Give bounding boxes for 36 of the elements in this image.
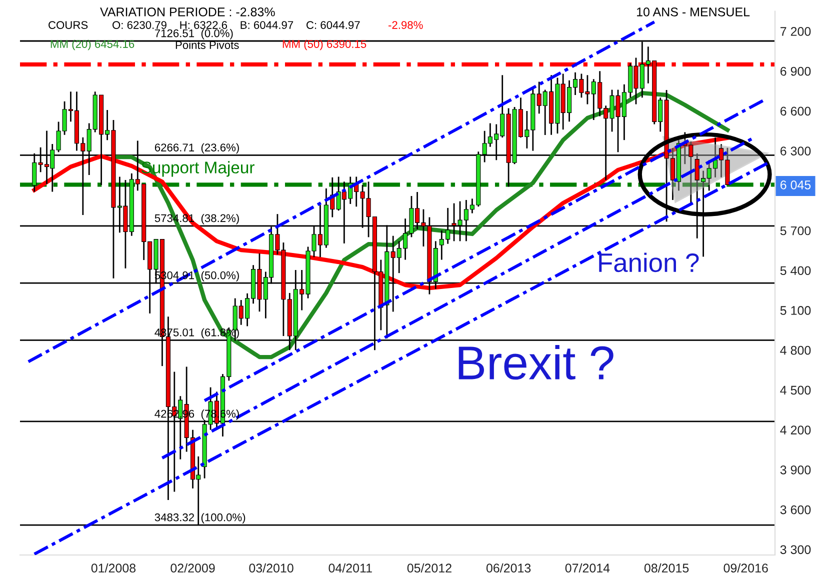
annotation: Fanion ? <box>599 252 699 272</box>
ref-line-label: 6266.71 (23.6%) <box>154 143 239 154</box>
x-tick-label: 09/2016 <box>724 563 768 573</box>
annotation: Points Pivots <box>176 40 239 49</box>
annotation: COURS <box>48 21 88 29</box>
x-tick-label: 03/2010 <box>249 563 294 573</box>
annotation: -2.98% <box>388 21 423 29</box>
y-tick-label: 3 900 <box>780 466 811 474</box>
chart-subtitle: 10 ANS - MENSUEL <box>637 8 750 16</box>
y-tick-label: 4 800 <box>780 346 811 355</box>
annotation: O: 6230.79 H: 6322.6 B: 6044.97 C: 6044.97 <box>112 21 360 29</box>
y-tick-label: 3 300 <box>780 545 811 554</box>
x-tick-label: 04/2011 <box>328 563 372 573</box>
y-tick-label: 6 300 <box>780 146 811 156</box>
chart-title: VARIATION PERIODE : -2.83% <box>100 8 275 16</box>
x-tick-label: 07/2014 <box>565 563 610 573</box>
x-tick-label: 02/2009 <box>170 563 215 573</box>
x-tick-label: 01/2008 <box>91 563 136 573</box>
y-tick-label: 6 900 <box>780 66 811 76</box>
x-tick-label: 05/2012 <box>407 563 452 573</box>
annotation: Brexit ? <box>458 344 614 380</box>
y-tick-label: 3 600 <box>780 505 811 514</box>
ref-line-label: 7126.51 (0.0%) <box>154 29 233 40</box>
ref-line-label: 3483.32 (100.0%) <box>154 513 246 524</box>
y-tick-label: 6 045 <box>780 180 811 190</box>
y-tick-label: 5 100 <box>780 306 811 315</box>
x-tick-label: 08/2015 <box>644 563 689 573</box>
text: MM (20) 6454.16 <box>50 40 134 50</box>
y-tick-label: 5 700 <box>780 226 811 236</box>
y-tick-label: 4 500 <box>780 386 811 395</box>
y-tick-label: 4 200 <box>780 426 811 434</box>
y-tick-label: 7 200 <box>780 27 811 36</box>
y-tick-label: 5 400 <box>780 266 811 276</box>
x-tick-label: 06/2013 <box>486 563 531 573</box>
y-tick-label: 6 600 <box>780 106 811 116</box>
text: MM (50) 6390.15 <box>282 40 366 50</box>
